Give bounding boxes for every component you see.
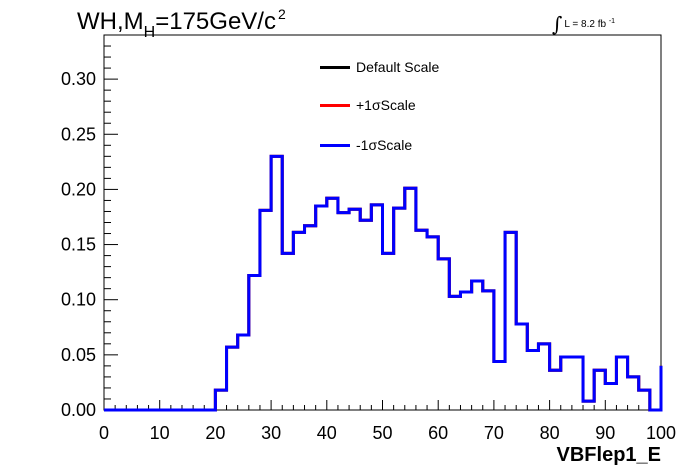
title-value: =175GeV/c (155, 8, 276, 35)
x-tick-label: 100 (646, 423, 676, 443)
luminosity-label: ∫ L = 8.2 fb -1 (552, 8, 616, 36)
x-tick-label: 80 (540, 423, 560, 443)
series-line-2 (104, 154, 663, 412)
legend-item-minus1sigma: -1σScale (320, 137, 412, 153)
y-tick-label: 0.10 (61, 290, 96, 310)
chart-title: WH,MH=175GeV/c 2 (77, 6, 286, 41)
y-tick-label: 0.30 (61, 69, 96, 89)
y-tick-label: 0.25 (61, 124, 96, 144)
y-tick-label: 0.20 (61, 179, 96, 199)
y-tick-label: 0.05 (61, 345, 96, 365)
legend-label: Default Scale (356, 59, 440, 75)
luminosity-text: L = 8.2 fb (564, 19, 607, 30)
x-tick-label: 0 (99, 423, 109, 443)
legend-label: +1σScale (356, 97, 416, 113)
histogram-series (104, 154, 663, 412)
title-subscript: H (143, 24, 156, 41)
luminosity-unit: -1 (608, 18, 616, 25)
integral-symbol: ∫ (552, 12, 563, 36)
x-tick-label: 90 (595, 423, 615, 443)
axis-ticks: 0 10 20 30 40 50 60 70 80 90 100 0.00 0.05 0.10 0.15 0.… (61, 34, 676, 443)
x-tick-label: 10 (150, 423, 170, 443)
x-tick-label: 20 (205, 423, 225, 443)
series-line-0 (104, 154, 663, 412)
legend-swatch (320, 103, 350, 107)
x-axis-label: VBFlep1_E (557, 444, 661, 466)
x-tick-label: 30 (261, 423, 281, 443)
x-tick-label: 50 (372, 423, 392, 443)
x-tick-label: 40 (317, 423, 337, 443)
legend-label: -1σScale (356, 137, 413, 153)
legend-item-default: Default Scale (320, 59, 439, 75)
legend-swatch (320, 65, 350, 69)
x-tick-label: 60 (428, 423, 448, 443)
series-line-1 (104, 154, 663, 412)
legend-swatch (320, 143, 350, 147)
y-tick-label: 0.15 (61, 235, 96, 255)
legend-item-plus1sigma: +1σScale (320, 97, 416, 113)
y-tick-label: 0.00 (61, 400, 96, 420)
x-tick-label: 70 (484, 423, 504, 443)
title-prefix: WH,M (77, 8, 144, 35)
title-superscript: 2 (277, 6, 286, 22)
